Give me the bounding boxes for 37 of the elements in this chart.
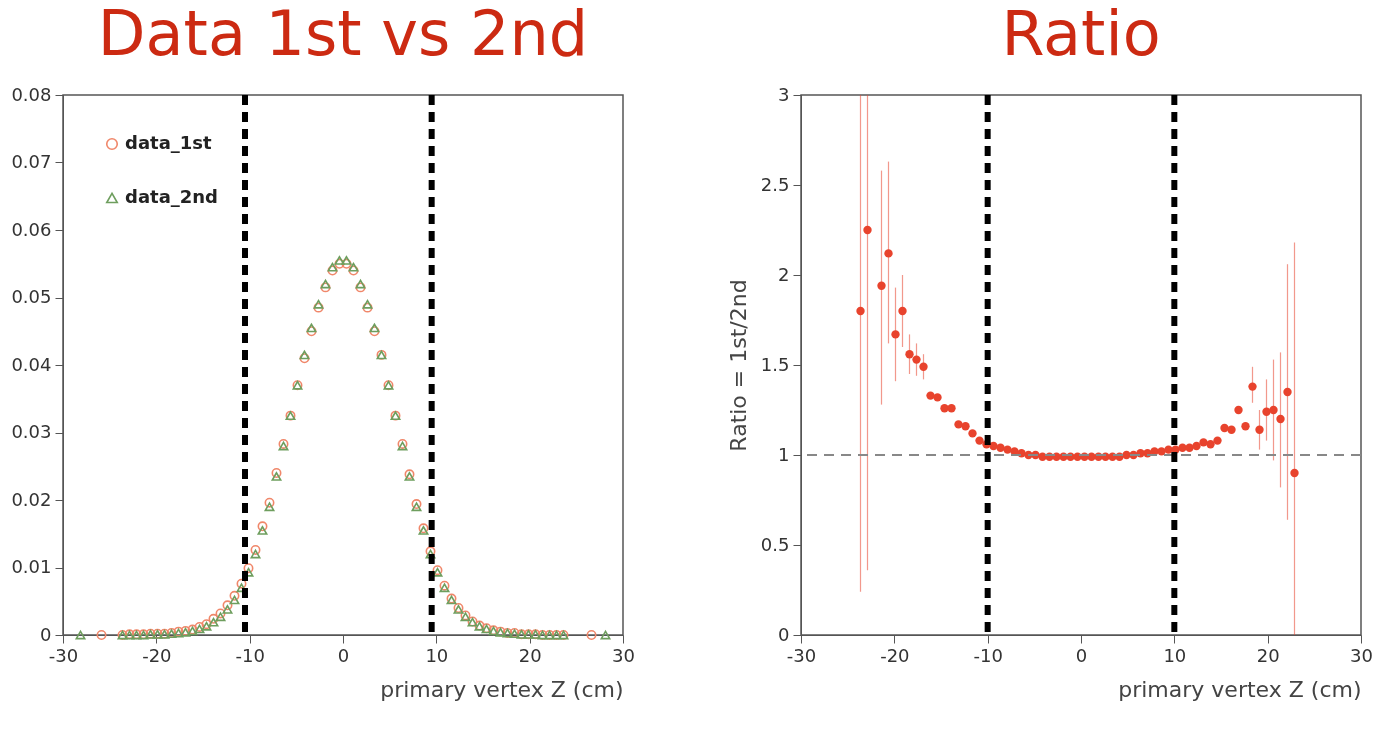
y-tick-label: 0.08	[11, 83, 52, 105]
y-tick-label: 0.02	[11, 488, 52, 510]
y-tick-label: 0	[778, 623, 790, 645]
y-tick-label: 0.06	[11, 218, 52, 240]
y-tick-label: 2.5	[760, 173, 790, 195]
y-tick-label: 0.5	[760, 533, 790, 555]
legend-label: data_1st	[125, 132, 213, 153]
chart-title: Ratio	[1001, 0, 1161, 70]
y-tick-label: 1.5	[760, 353, 790, 375]
x-axis-title: primary vertex Z (cm)	[1118, 676, 1362, 702]
x-tick-label: -20	[142, 644, 172, 666]
y-tick-label: 1	[778, 443, 790, 465]
chart-title: Data 1st vs 2nd	[97, 0, 589, 70]
x-tick-label: -30	[48, 644, 79, 666]
y-tick-label: 0.04	[11, 353, 52, 375]
y-tick-label: 0.03	[11, 421, 52, 442]
y-tick-label: 0.01	[11, 556, 52, 577]
x-tick-label: 10	[1163, 644, 1187, 666]
x-tick-label: 10	[425, 644, 449, 666]
y-tick-label: 0.05	[11, 286, 52, 307]
y-tick-label: 3	[778, 83, 790, 105]
x-tick-label: -10	[235, 644, 265, 666]
x-tick-label: 30	[612, 644, 635, 666]
x-tick-label: -20	[880, 644, 910, 666]
x-tick-label: 20	[518, 644, 542, 666]
x-tick-label: 30	[1350, 644, 1373, 666]
x-tick-label: 20	[1256, 644, 1280, 666]
x-tick-label: 0	[1075, 644, 1088, 666]
y-tick-label: 0	[40, 623, 52, 645]
y-tick-label: 0.07	[11, 151, 52, 172]
x-axis-title: primary vertex Z (cm)	[380, 676, 624, 702]
legend-label: data_2nd	[125, 186, 219, 207]
x-tick-label: -30	[786, 644, 817, 666]
y-axis-title: Ratio = 1st/2nd	[725, 279, 751, 452]
y-tick-label: 2	[778, 263, 790, 285]
x-tick-label: -10	[973, 644, 1003, 666]
x-tick-label: 0	[337, 644, 350, 666]
